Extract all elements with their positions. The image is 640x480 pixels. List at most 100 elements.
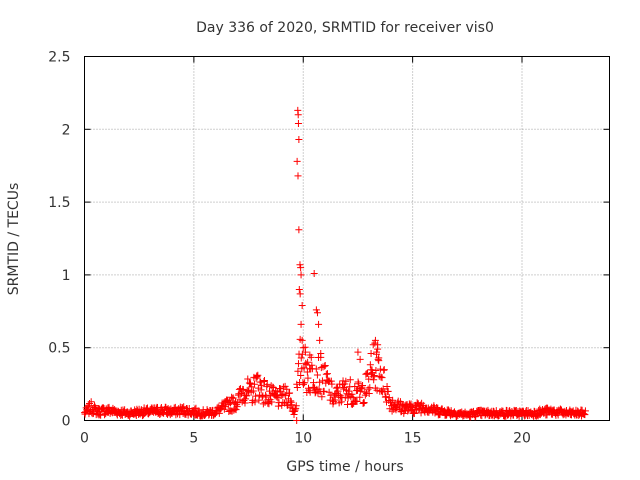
data-point: [280, 390, 288, 398]
data-point: [296, 290, 304, 298]
data-point: [360, 399, 368, 407]
data-point: [191, 405, 199, 413]
data-point: [331, 396, 339, 404]
data-point: [417, 409, 425, 417]
x-tick-label: 15: [404, 431, 422, 447]
data-point: [315, 320, 323, 328]
data-point: [249, 387, 257, 395]
data-point: [310, 269, 318, 277]
data-point: [301, 348, 309, 356]
data-point: [253, 373, 261, 381]
data-point: [312, 365, 320, 373]
data-point: [299, 344, 307, 352]
data-point: [366, 361, 374, 369]
data-point: [313, 309, 321, 317]
data-point: [373, 348, 381, 356]
data-point: [298, 336, 306, 344]
data-point: [288, 401, 296, 409]
data-point: [88, 409, 96, 417]
x-tick-label: 5: [189, 431, 198, 447]
data-point: [342, 377, 350, 385]
data-point: [325, 388, 333, 396]
data-point: [371, 336, 379, 344]
data-point: [278, 391, 286, 399]
data-point: [294, 367, 302, 375]
data-point: [370, 372, 378, 380]
data-point: [361, 388, 369, 396]
data-point: [255, 396, 263, 404]
data-point: [407, 400, 415, 408]
data-point: [294, 119, 302, 127]
x-tick-label: 0: [80, 431, 89, 447]
data-point: [346, 376, 354, 384]
data-point: [283, 385, 291, 393]
y-axis-label: SRMTID / TECUs: [6, 183, 22, 296]
data-point: [372, 367, 380, 375]
data-point: [286, 389, 294, 397]
data-point: [382, 393, 390, 401]
data-point: [581, 411, 589, 419]
data-point: [257, 386, 265, 394]
data-point: [580, 410, 588, 418]
x-tick-label: 20: [513, 431, 531, 447]
data-point: [345, 387, 353, 395]
data-point: [301, 379, 309, 387]
data-point: [365, 390, 373, 398]
data-point: [260, 378, 268, 386]
data-point: [210, 411, 218, 419]
data-point: [296, 261, 304, 269]
data-point: [253, 372, 261, 380]
data-point: [383, 383, 391, 391]
data-point: [294, 360, 302, 368]
data-point: [351, 383, 359, 391]
grid-lines: [84, 56, 610, 421]
data-point: [379, 385, 387, 393]
data-point: [388, 407, 396, 415]
data-point: [310, 379, 318, 387]
data-point: [323, 370, 331, 378]
data-point: [330, 398, 338, 406]
data-point: [313, 371, 321, 379]
data-point: [295, 226, 303, 234]
data-point: [269, 383, 277, 391]
data-point: [225, 398, 233, 406]
data-point: [411, 405, 419, 413]
plot-frame: [84, 56, 610, 421]
data-point: [233, 403, 241, 411]
data-point: [332, 384, 340, 392]
data-point: [157, 405, 165, 413]
data-point: [318, 393, 326, 401]
data-point: [358, 383, 366, 391]
data-point: [273, 393, 281, 401]
data-point: [384, 387, 392, 395]
data-point: [176, 411, 184, 419]
data-point: [364, 385, 372, 393]
data-point: [357, 385, 365, 393]
axis-ticks: 0 5 10 15 20 0 0.5 1 1.5 2 2.5: [48, 50, 610, 447]
data-point: [290, 411, 298, 419]
data-point: [251, 398, 259, 406]
data-point: [244, 375, 252, 383]
data-point: [478, 412, 486, 420]
x-tick-label: 10: [294, 431, 312, 447]
data-point: [380, 366, 388, 374]
data-point: [268, 398, 276, 406]
data-point: [359, 382, 367, 390]
y-tick-label: 2.5: [48, 50, 70, 66]
data-point: [334, 387, 342, 395]
data-point: [294, 172, 302, 180]
data-point: [299, 380, 307, 388]
x-axis-label: GPS time / hours: [286, 459, 403, 475]
data-point: [377, 373, 385, 381]
data-point: [263, 380, 271, 388]
data-point: [308, 361, 316, 369]
data-point: [370, 376, 378, 384]
data-point: [316, 336, 324, 344]
data-point: [359, 399, 367, 407]
data-point: [86, 400, 94, 408]
data-point: [257, 378, 265, 386]
data-point: [260, 376, 268, 384]
data-point: [243, 392, 251, 400]
data-point: [374, 355, 382, 363]
